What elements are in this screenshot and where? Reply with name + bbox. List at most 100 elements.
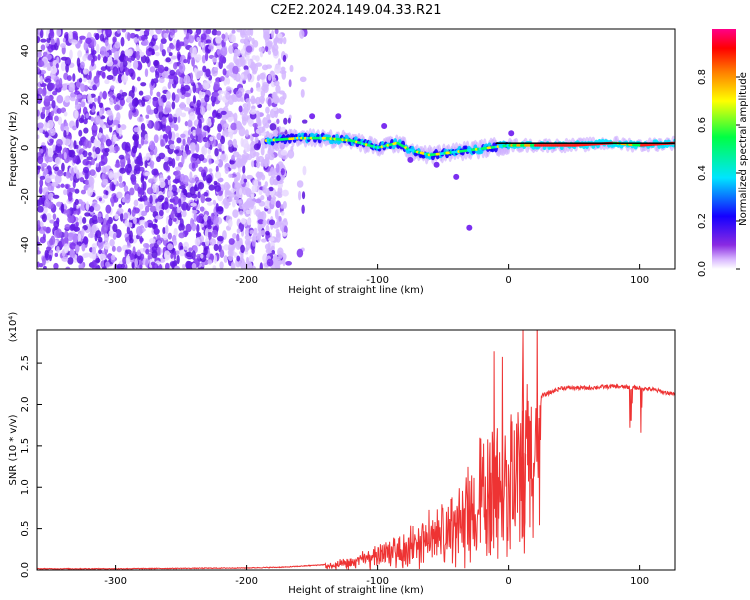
noise-speckle bbox=[45, 191, 49, 202]
noise-speckle bbox=[226, 77, 231, 85]
noise-speckle bbox=[240, 261, 247, 269]
noise-speckle bbox=[90, 158, 95, 166]
noise-speckle bbox=[219, 75, 225, 82]
noise-speckle bbox=[37, 60, 45, 68]
noise-speckle bbox=[169, 121, 175, 129]
noise-speckle bbox=[262, 116, 268, 127]
noise-speckle bbox=[137, 116, 144, 123]
noise-speckle bbox=[116, 112, 121, 121]
noise-speckle bbox=[235, 199, 242, 204]
noise-speckle bbox=[140, 82, 147, 87]
noise-speckle bbox=[38, 262, 44, 268]
noise-speckle bbox=[82, 166, 90, 174]
spectrogram-xtick-label: -200 bbox=[235, 275, 258, 286]
noise-speckle bbox=[56, 138, 63, 147]
noise-speckle bbox=[105, 213, 109, 221]
noise-speckle bbox=[250, 29, 254, 37]
noise-speckle bbox=[288, 79, 292, 88]
noise-speckle bbox=[90, 39, 95, 50]
noise-speckle bbox=[45, 42, 49, 47]
noise-speckle bbox=[207, 259, 213, 265]
noise-speckle bbox=[63, 230, 69, 240]
noise-speckle bbox=[246, 217, 252, 226]
noise-speckle bbox=[180, 112, 187, 118]
noise-speckle bbox=[73, 140, 77, 150]
noise-speckle bbox=[271, 30, 275, 39]
noise-speckle bbox=[267, 247, 273, 253]
noise-speckle bbox=[177, 115, 181, 124]
noise-speckle bbox=[164, 107, 172, 114]
noise-speckle bbox=[173, 149, 180, 154]
noise-speckle bbox=[107, 139, 111, 145]
noise-speckle bbox=[202, 65, 207, 73]
signal-blob bbox=[407, 156, 414, 163]
noise-speckle bbox=[67, 257, 74, 265]
noise-speckle bbox=[140, 175, 145, 184]
noise-speckle bbox=[69, 224, 75, 232]
noise-speckle bbox=[195, 54, 202, 62]
noise-speckle bbox=[139, 51, 145, 57]
noise-speckle bbox=[158, 194, 165, 201]
signal-blob bbox=[453, 173, 460, 180]
snr-xtick-label: 0 bbox=[505, 576, 511, 587]
noise-speckle bbox=[285, 260, 292, 266]
noise-speckle bbox=[208, 158, 212, 165]
noise-speckle bbox=[283, 225, 288, 234]
noise-speckle bbox=[163, 32, 169, 39]
noise-speckle bbox=[298, 190, 302, 201]
noise-speckle bbox=[102, 56, 108, 64]
noise-speckle bbox=[53, 262, 59, 269]
noise-speckle bbox=[173, 75, 179, 85]
noise-speckle bbox=[151, 168, 159, 176]
noise-speckle bbox=[101, 72, 106, 79]
noise-speckle bbox=[256, 75, 260, 82]
noise-speckle bbox=[131, 145, 138, 154]
noise-speckle bbox=[267, 119, 272, 124]
noise-speckle bbox=[260, 230, 267, 236]
noise-speckle bbox=[65, 184, 69, 190]
noise-speckle bbox=[169, 29, 176, 36]
noise-speckle bbox=[56, 37, 60, 47]
noise-speckle bbox=[267, 98, 272, 107]
noise-speckle bbox=[91, 151, 98, 159]
noise-speckle bbox=[180, 144, 184, 150]
noise-speckle bbox=[212, 112, 216, 119]
noise-speckle bbox=[251, 105, 256, 110]
noise-speckle bbox=[71, 31, 78, 38]
noise-speckle bbox=[79, 35, 86, 40]
noise-speckle bbox=[160, 37, 167, 44]
noise-speckle bbox=[236, 255, 241, 262]
noise-speckle bbox=[283, 218, 288, 223]
noise-speckle bbox=[233, 112, 238, 122]
noise-speckle bbox=[278, 96, 285, 105]
noise-speckle bbox=[183, 74, 191, 85]
noise-speckle bbox=[139, 264, 143, 269]
noise-speckle bbox=[153, 134, 159, 144]
noise-speckle bbox=[95, 163, 99, 168]
noise-speckle bbox=[256, 161, 261, 169]
noise-speckle bbox=[85, 37, 92, 44]
noise-speckle bbox=[171, 184, 177, 194]
noise-speckle bbox=[102, 178, 109, 186]
noise-speckle bbox=[217, 143, 223, 150]
noise-speckle bbox=[168, 113, 173, 122]
noise-speckle bbox=[243, 65, 249, 71]
noise-speckle bbox=[213, 254, 218, 264]
noise-speckle bbox=[52, 213, 57, 220]
snr-spike bbox=[521, 330, 527, 554]
noise-speckle bbox=[40, 38, 47, 43]
spectrogram-frame bbox=[36, 28, 676, 270]
noise-speckle bbox=[170, 44, 175, 50]
noise-speckle bbox=[205, 197, 212, 202]
spectrogram-ytick-label: -20 bbox=[20, 188, 31, 204]
noise-speckle bbox=[154, 227, 159, 236]
noise-speckle bbox=[221, 144, 225, 152]
noise-speckle bbox=[60, 203, 65, 214]
noise-speckle bbox=[200, 253, 204, 259]
noise-speckle bbox=[185, 223, 192, 233]
noise-speckle bbox=[149, 149, 154, 156]
noise-speckle bbox=[118, 182, 125, 188]
noise-speckle bbox=[105, 204, 112, 214]
signal-blob bbox=[508, 130, 515, 137]
noise-speckle bbox=[157, 64, 165, 74]
